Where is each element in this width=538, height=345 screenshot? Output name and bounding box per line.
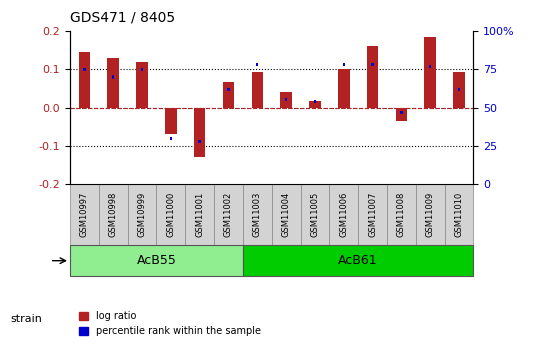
- Text: GSM11003: GSM11003: [253, 192, 262, 237]
- Text: GSM11009: GSM11009: [426, 192, 435, 237]
- FancyBboxPatch shape: [214, 184, 243, 245]
- Bar: [367, 46, 378, 108]
- FancyBboxPatch shape: [99, 184, 128, 245]
- Legend: log ratio, percentile rank within the sample: log ratio, percentile rank within the sa…: [75, 307, 265, 340]
- Bar: [141, 68, 143, 71]
- Bar: [458, 88, 460, 91]
- FancyBboxPatch shape: [70, 245, 243, 276]
- FancyBboxPatch shape: [70, 184, 99, 245]
- FancyBboxPatch shape: [416, 184, 444, 245]
- Bar: [169, 137, 172, 140]
- Text: GSM11001: GSM11001: [195, 192, 204, 237]
- Text: GSM10999: GSM10999: [138, 192, 146, 237]
- Text: GSM11005: GSM11005: [310, 192, 320, 237]
- Text: GSM11006: GSM11006: [339, 192, 348, 237]
- Text: GDS471 / 8405: GDS471 / 8405: [70, 10, 175, 24]
- FancyBboxPatch shape: [358, 184, 387, 245]
- Bar: [280, 92, 292, 108]
- Bar: [112, 76, 114, 79]
- Bar: [338, 69, 350, 108]
- Bar: [227, 88, 230, 91]
- Text: GSM10998: GSM10998: [109, 192, 118, 237]
- Bar: [371, 63, 374, 66]
- Text: AcB55: AcB55: [137, 254, 176, 267]
- FancyBboxPatch shape: [243, 184, 272, 245]
- FancyBboxPatch shape: [301, 184, 329, 245]
- Bar: [83, 68, 86, 71]
- Bar: [429, 65, 431, 68]
- Bar: [395, 108, 407, 121]
- Text: GSM11007: GSM11007: [368, 192, 377, 237]
- Bar: [314, 100, 316, 103]
- Bar: [108, 58, 119, 108]
- Text: GSM11010: GSM11010: [455, 192, 464, 237]
- Text: GSM11008: GSM11008: [397, 192, 406, 237]
- Bar: [79, 52, 90, 108]
- Bar: [424, 37, 436, 108]
- Bar: [199, 140, 201, 143]
- Bar: [251, 72, 263, 108]
- Bar: [400, 111, 402, 114]
- Text: GSM11004: GSM11004: [281, 192, 291, 237]
- Text: AcB61: AcB61: [338, 254, 378, 267]
- Text: strain: strain: [11, 314, 43, 324]
- Bar: [136, 62, 148, 108]
- Bar: [165, 108, 176, 135]
- FancyBboxPatch shape: [444, 184, 473, 245]
- Text: GSM11002: GSM11002: [224, 192, 233, 237]
- FancyBboxPatch shape: [243, 245, 473, 276]
- FancyBboxPatch shape: [157, 184, 185, 245]
- FancyBboxPatch shape: [128, 184, 157, 245]
- FancyBboxPatch shape: [185, 184, 214, 245]
- Bar: [194, 108, 206, 157]
- FancyBboxPatch shape: [329, 184, 358, 245]
- Bar: [285, 98, 287, 101]
- Bar: [256, 63, 258, 66]
- Text: GSM10997: GSM10997: [80, 192, 89, 237]
- Text: GSM11000: GSM11000: [166, 192, 175, 237]
- Bar: [223, 81, 234, 108]
- Bar: [309, 101, 321, 108]
- FancyBboxPatch shape: [272, 184, 301, 245]
- Bar: [453, 72, 465, 108]
- FancyBboxPatch shape: [387, 184, 416, 245]
- Bar: [343, 63, 345, 66]
